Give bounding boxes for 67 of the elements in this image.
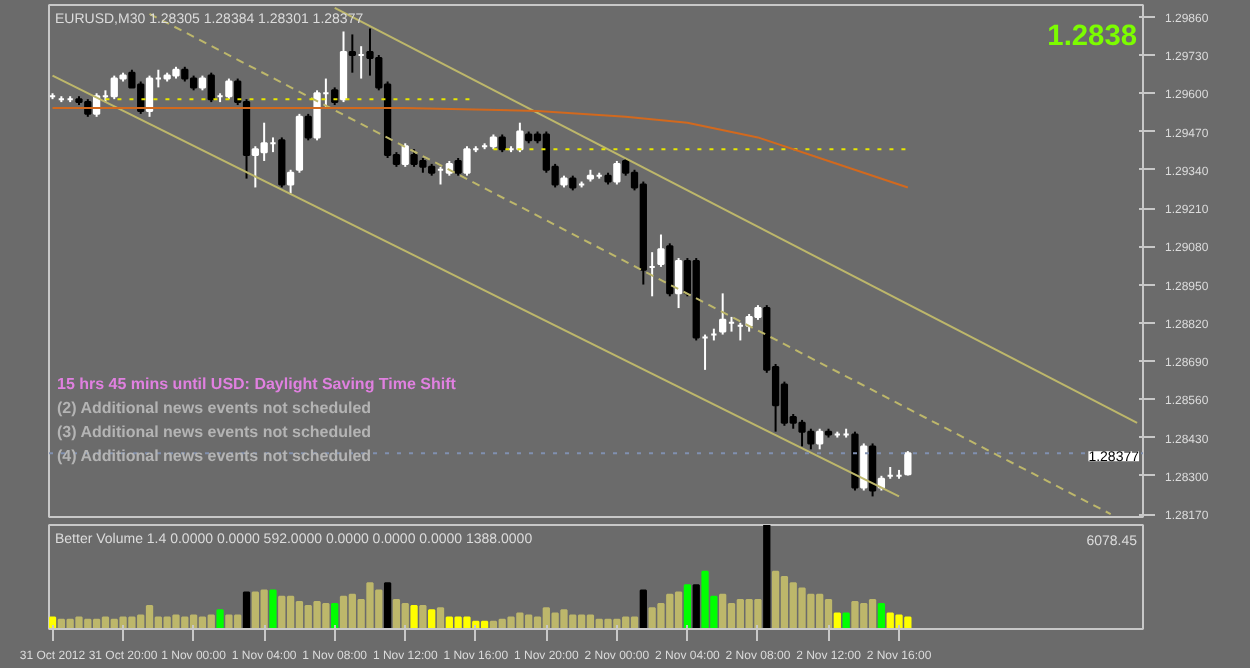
bar — [674, 591, 683, 629]
bar — [278, 595, 286, 629]
candlestick — [719, 292, 727, 336]
bar — [780, 576, 789, 629]
candlestick — [816, 427, 824, 451]
candlestick — [313, 89, 321, 142]
bar — [419, 605, 427, 629]
bar — [586, 614, 595, 629]
bar — [339, 595, 348, 629]
bar — [216, 609, 224, 629]
bar — [383, 582, 392, 629]
candlestick — [278, 136, 286, 189]
candlestick — [613, 159, 621, 186]
bar — [286, 595, 295, 629]
candlestick — [286, 168, 295, 195]
candlestick — [860, 442, 868, 492]
candlestick — [348, 33, 356, 74]
bar — [410, 605, 418, 629]
bar — [295, 600, 304, 629]
bar — [763, 525, 771, 629]
candlestick — [401, 142, 409, 168]
bar — [269, 589, 277, 629]
bar — [401, 603, 409, 629]
bar — [145, 605, 154, 629]
candlestick — [904, 450, 912, 477]
bar — [331, 603, 339, 629]
candlestick — [225, 77, 233, 101]
candlestick — [304, 112, 312, 142]
candlestick — [657, 233, 665, 268]
candlestick — [207, 71, 215, 104]
bar — [392, 598, 401, 629]
bar — [577, 614, 586, 629]
annotation: (4) Additional news events not scheduled — [57, 447, 372, 465]
candlestick — [868, 442, 877, 498]
bar — [842, 612, 850, 629]
line-series — [51, 106, 909, 189]
bar — [833, 612, 841, 629]
bar — [260, 589, 268, 629]
annotation: 15 hrs 45 mins until USD: Daylight Saving Time Shift — [57, 375, 457, 393]
bar — [868, 598, 877, 629]
bar — [207, 614, 215, 629]
bar — [824, 598, 833, 629]
bar — [225, 614, 233, 629]
bar — [436, 607, 445, 629]
bar — [366, 582, 374, 629]
annotation: 1.2838 — [1047, 21, 1137, 53]
bar — [463, 616, 471, 629]
candlestick — [516, 121, 524, 154]
candlestick — [145, 74, 154, 118]
bar — [242, 591, 251, 629]
bar — [771, 570, 780, 629]
bar — [877, 603, 886, 629]
candlestick — [339, 30, 348, 104]
bar — [851, 600, 859, 629]
annotation: (3) Additional news events not scheduled — [57, 423, 372, 441]
candlestick — [260, 121, 268, 162]
bar — [75, 616, 83, 629]
bar — [639, 589, 647, 629]
candlestick — [666, 242, 674, 298]
annotation: (2) Additional news events not scheduled — [57, 399, 372, 417]
bar — [683, 584, 692, 629]
bar — [719, 593, 727, 629]
bar — [172, 614, 180, 629]
candlestick — [674, 257, 683, 310]
bar — [428, 609, 436, 629]
bar — [692, 584, 700, 629]
candlestick — [463, 145, 471, 177]
